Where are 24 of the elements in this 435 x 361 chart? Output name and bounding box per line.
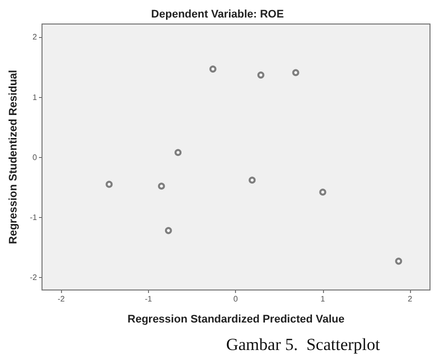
x-tick-label: 0 [233,294,238,304]
y-tick-label: -2 [30,272,38,282]
y-tick-label: 0 [32,152,38,162]
x-axis-title: Regression Standardized Predicted Value [128,314,345,326]
point [209,66,216,73]
y-tick-label: 2 [32,32,38,42]
point [106,180,113,188]
y-axis-title: Regression Studentized Residual [8,70,20,244]
x-tick-label: 2 [408,294,413,304]
point [319,188,326,196]
point [174,149,182,156]
x-tick-label: -1 [144,294,152,304]
x-tick-label: 1 [320,294,326,304]
point [158,182,165,190]
point [292,69,300,76]
point [257,72,264,79]
x-tick-label: -2 [58,294,66,304]
point [395,258,402,265]
text: Gambar 5. Scatterplot [226,335,380,354]
y-tick-label: 1 [32,92,38,102]
point [248,176,256,184]
point [164,227,172,234]
chart-title: Dependent Variable: ROE [151,8,284,20]
y-tick-label: -1 [30,212,38,222]
